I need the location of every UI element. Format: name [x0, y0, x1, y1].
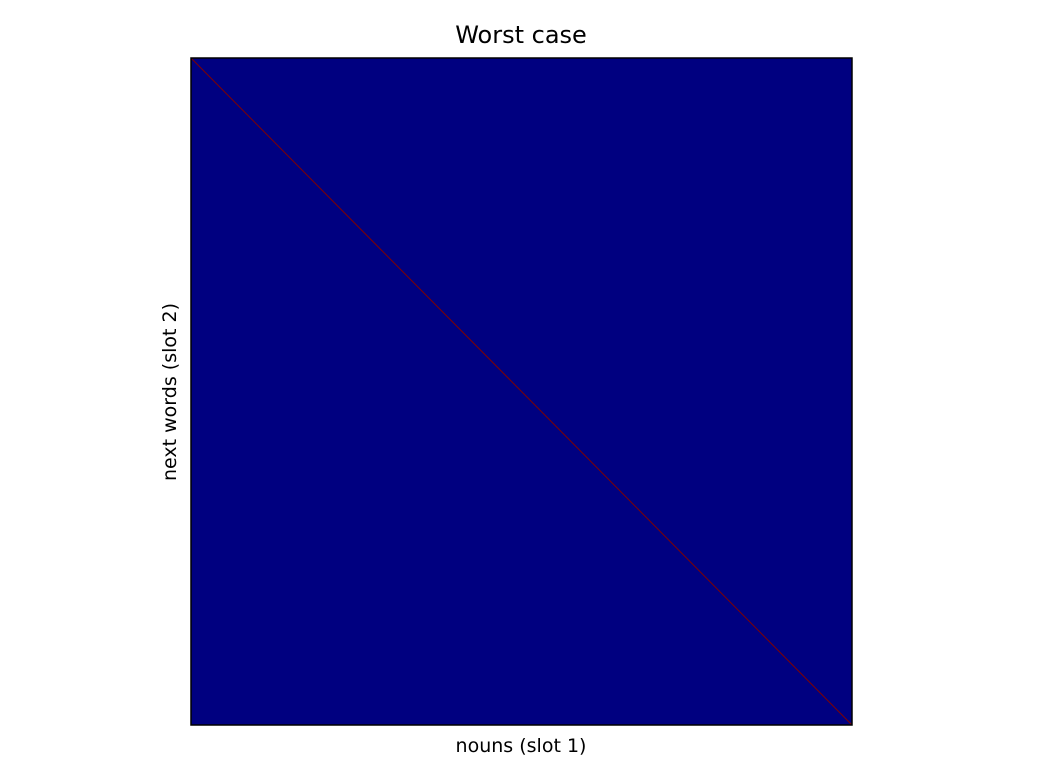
heatmap-diagonal-cells	[190, 57, 853, 726]
y-axis-label: next words (slot 2)	[159, 303, 181, 481]
chart-title: Worst case	[455, 21, 587, 49]
plot-area-frame	[190, 57, 853, 726]
x-axis-label: nouns (slot 1)	[456, 735, 587, 757]
